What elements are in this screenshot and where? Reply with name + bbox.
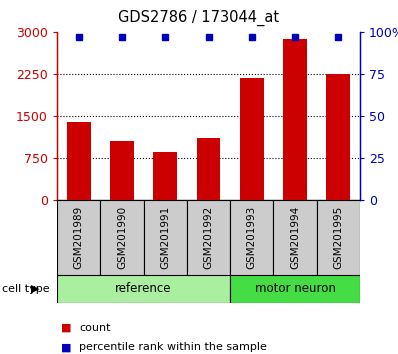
- Bar: [317, 200, 360, 275]
- Bar: [283, 39, 307, 200]
- Text: GSM201989: GSM201989: [74, 206, 84, 269]
- Bar: [67, 122, 91, 200]
- Text: GSM201994: GSM201994: [290, 206, 300, 269]
- Text: percentile rank within the sample: percentile rank within the sample: [79, 342, 267, 352]
- Bar: [230, 275, 360, 303]
- Bar: [197, 138, 220, 200]
- Text: GSM201993: GSM201993: [247, 206, 257, 269]
- Text: ■: ■: [61, 342, 72, 352]
- Text: GSM201992: GSM201992: [203, 206, 213, 269]
- Bar: [144, 200, 187, 275]
- Bar: [326, 74, 350, 200]
- Text: ▶: ▶: [31, 284, 40, 294]
- Bar: [187, 200, 230, 275]
- Text: count: count: [79, 323, 110, 333]
- Bar: [57, 200, 100, 275]
- Text: cell type: cell type: [2, 284, 50, 294]
- Text: GSM201995: GSM201995: [334, 206, 343, 269]
- Text: GSM201991: GSM201991: [160, 206, 170, 269]
- Text: motor neuron: motor neuron: [255, 282, 336, 296]
- Text: GDS2786 / 173044_at: GDS2786 / 173044_at: [119, 10, 279, 26]
- Bar: [153, 153, 177, 200]
- Bar: [100, 200, 144, 275]
- Text: GSM201990: GSM201990: [117, 206, 127, 269]
- Bar: [230, 200, 273, 275]
- Text: ■: ■: [61, 323, 72, 333]
- Bar: [273, 200, 317, 275]
- Bar: [240, 78, 264, 200]
- Text: reference: reference: [115, 282, 172, 296]
- Bar: [57, 275, 230, 303]
- Bar: [110, 141, 134, 200]
